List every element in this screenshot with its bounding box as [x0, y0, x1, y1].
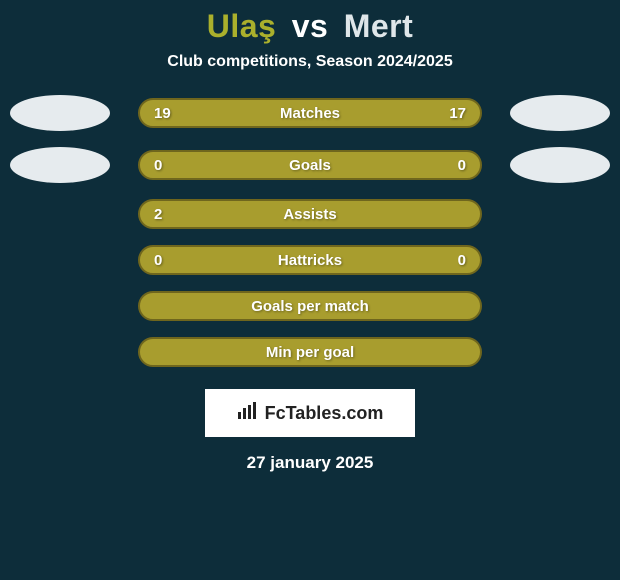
- date-label: 27 january 2025: [247, 453, 374, 473]
- stat-label: Matches: [280, 105, 340, 122]
- player-1-name: Ulaş: [207, 8, 277, 44]
- page-title: Ulaş vs Mert: [207, 8, 414, 45]
- stat-value-left: 19: [154, 105, 171, 122]
- stat-value-left: 0: [154, 157, 162, 174]
- logo-box: FcTables.com: [205, 389, 415, 437]
- stat-bar: 0 Hattricks 0: [138, 245, 482, 275]
- stat-bar: Goals per match: [138, 291, 482, 321]
- stat-row: Goals per match: [0, 291, 620, 321]
- stat-value-left: 0: [154, 252, 162, 269]
- team-logo-left: [10, 147, 110, 183]
- comparison-card: Ulaş vs Mert Club competitions, Season 2…: [0, 0, 620, 580]
- stat-bar: 19 Matches 17: [138, 98, 482, 128]
- stat-label: Goals per match: [251, 298, 369, 315]
- stats-list: 19 Matches 17 0 Goals 0 2 Assists 0 Hattricks 0 Goa…: [0, 95, 620, 383]
- stat-row: 2 Assists: [0, 199, 620, 229]
- stat-value-right: 0: [458, 252, 466, 269]
- stat-bar: 2 Assists: [138, 199, 482, 229]
- stat-row: Min per goal: [0, 337, 620, 367]
- stat-label: Goals: [289, 157, 331, 174]
- stat-label: Min per goal: [266, 344, 354, 361]
- team-logo-right: [510, 95, 610, 131]
- team-logo-right: [510, 147, 610, 183]
- stat-value-left: 2: [154, 206, 162, 223]
- stat-bar: Min per goal: [138, 337, 482, 367]
- chart-bars-icon: [237, 402, 259, 424]
- vs-separator: vs: [292, 8, 329, 44]
- stat-row: 0 Goals 0: [0, 147, 620, 183]
- team-logo-left: [10, 95, 110, 131]
- stat-row: 19 Matches 17: [0, 95, 620, 131]
- player-2-name: Mert: [344, 8, 414, 44]
- stat-label: Hattricks: [278, 252, 342, 269]
- stat-value-right: 0: [458, 157, 466, 174]
- logo-text: FcTables.com: [265, 403, 384, 424]
- stat-bar: 0 Goals 0: [138, 150, 482, 180]
- stat-label: Assists: [283, 206, 336, 223]
- stat-value-right: 17: [449, 105, 466, 122]
- subtitle: Club competitions, Season 2024/2025: [167, 53, 452, 71]
- stat-row: 0 Hattricks 0: [0, 245, 620, 275]
